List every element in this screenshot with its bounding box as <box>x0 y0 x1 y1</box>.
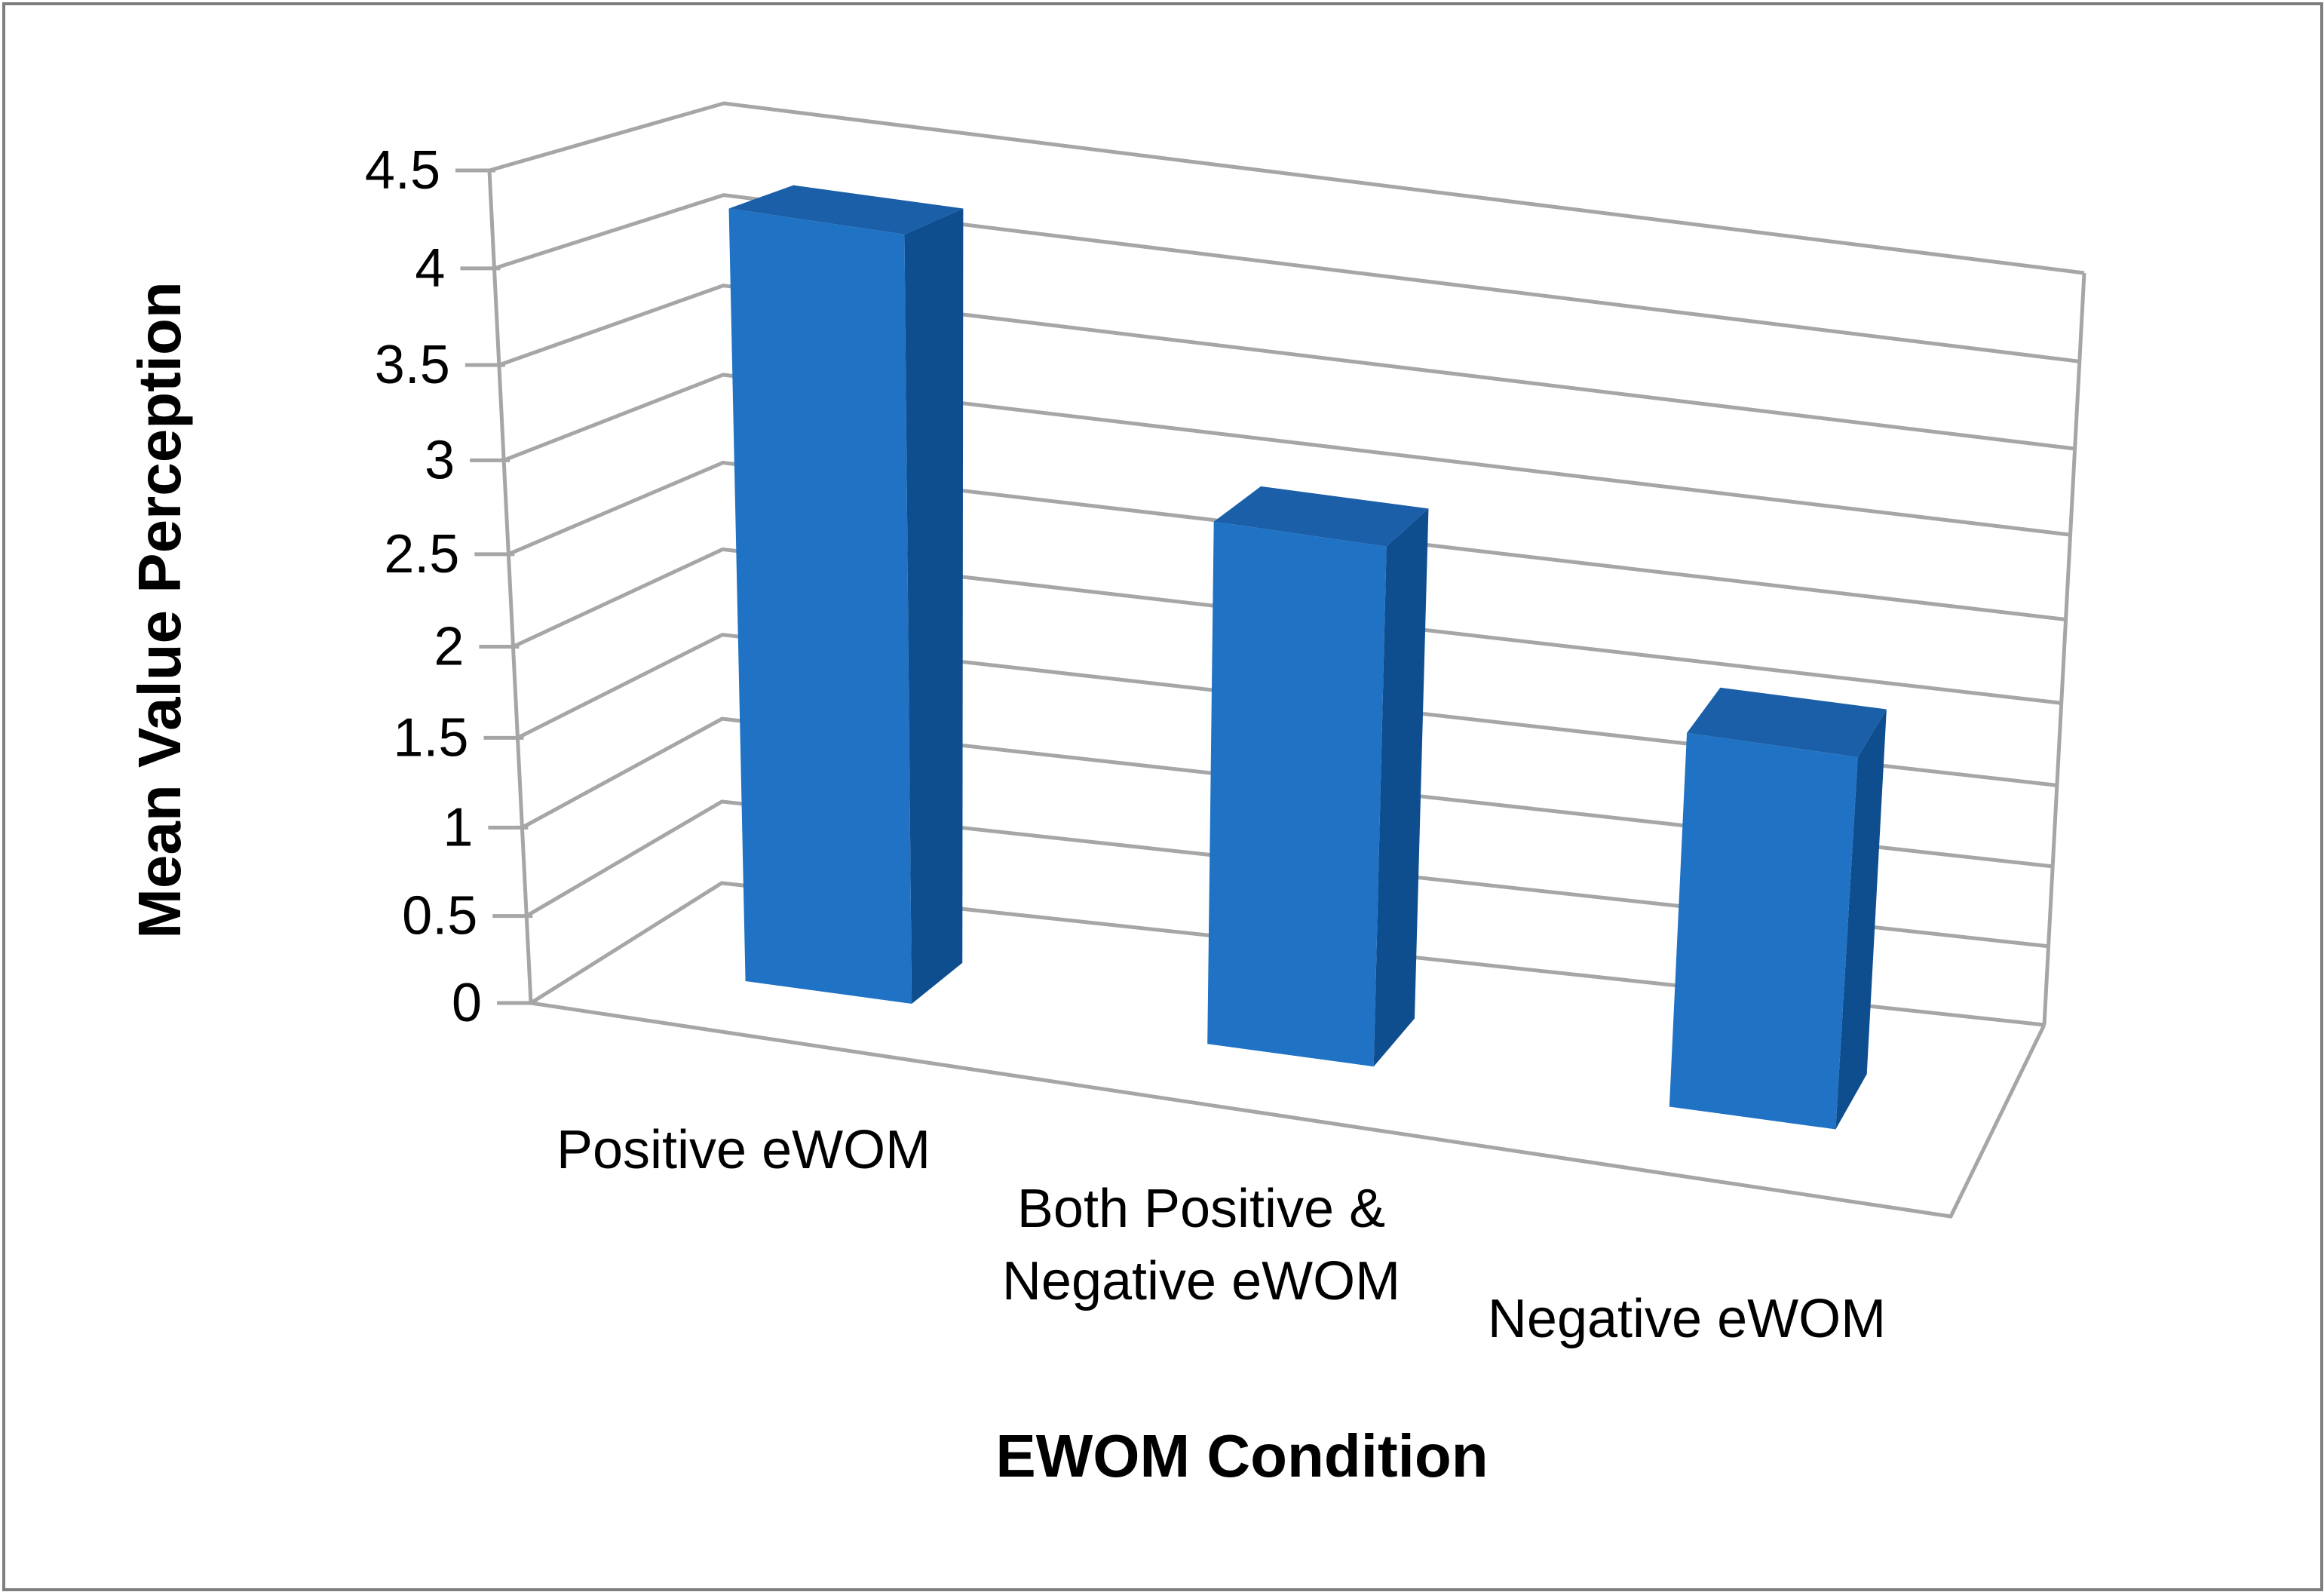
bar-side-face <box>1835 709 1887 1130</box>
bar-front-face <box>1207 521 1387 1067</box>
gridline <box>507 460 2066 621</box>
bar-front-face <box>728 208 912 1004</box>
y-tick-label: 0.5 <box>402 886 477 946</box>
gridline <box>498 284 2075 451</box>
gridline <box>521 716 2053 869</box>
y-tick-label: 0 <box>452 973 482 1033</box>
category-label: Both Positive & Negative eWOM <box>1001 1179 1401 1311</box>
y-tick-label: 3.5 <box>375 335 450 395</box>
y-axis-spine <box>487 170 533 1004</box>
gridline <box>493 193 2080 363</box>
floor-front-edge <box>530 1001 2047 1219</box>
bar-top-face <box>1213 486 1429 547</box>
bar-top-face <box>728 185 964 235</box>
bar-side-face <box>904 208 964 1004</box>
y-axis-title: Mean Value Perception <box>126 281 193 939</box>
bar-positive-ewom <box>728 185 964 1004</box>
bar-both-positive-negative-ewom <box>1207 486 1429 1067</box>
3d-bar-chart-canvas: 0 0.5 1 1.5 2 2.5 3 3.5 4 4.5 <box>365 101 2086 1219</box>
gridline <box>517 633 2058 787</box>
floor-back-edge <box>529 881 2045 1027</box>
y-tick-label: 4 <box>415 238 445 299</box>
bar-front-face <box>1669 732 1858 1130</box>
bar-top-face <box>1687 687 1887 758</box>
category-label: Positive eWOM <box>556 1120 931 1180</box>
y-tick-label: 4.5 <box>365 140 440 201</box>
y-tick-label: 3 <box>425 430 455 490</box>
gridline <box>525 799 2049 949</box>
wall-top-edge <box>489 101 2085 275</box>
bar-negative-ewom <box>1669 687 1887 1130</box>
y-tick-label: 1 <box>443 797 473 857</box>
gridline <box>503 373 2071 537</box>
wall-right-edge <box>2042 272 2086 1026</box>
y-tick-label: 2.5 <box>384 524 459 584</box>
bar-side-face <box>1373 508 1429 1067</box>
x-axis-title: EWOM Condition <box>995 1422 1489 1489</box>
y-tick-label: 1.5 <box>393 707 468 768</box>
y-tick-label: 2 <box>434 616 464 676</box>
gridline <box>512 547 2062 705</box>
category-label: Negative eWOM <box>1487 1289 1887 1349</box>
